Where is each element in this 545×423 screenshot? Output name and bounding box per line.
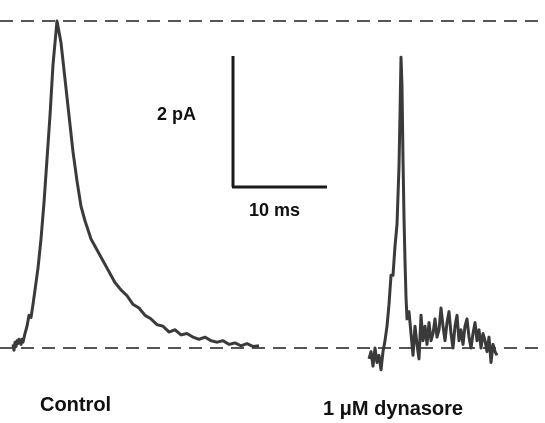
- scale-bar-time-label: 10 ms: [249, 200, 301, 220]
- dynasore-label: 1 μM dynasore: [323, 398, 464, 420]
- control-trace: [11, 19, 260, 352]
- scale-bar-current-label: 2 pA: [157, 104, 197, 124]
- dynasore-trace: [367, 55, 499, 372]
- control-label: Control: [40, 394, 112, 416]
